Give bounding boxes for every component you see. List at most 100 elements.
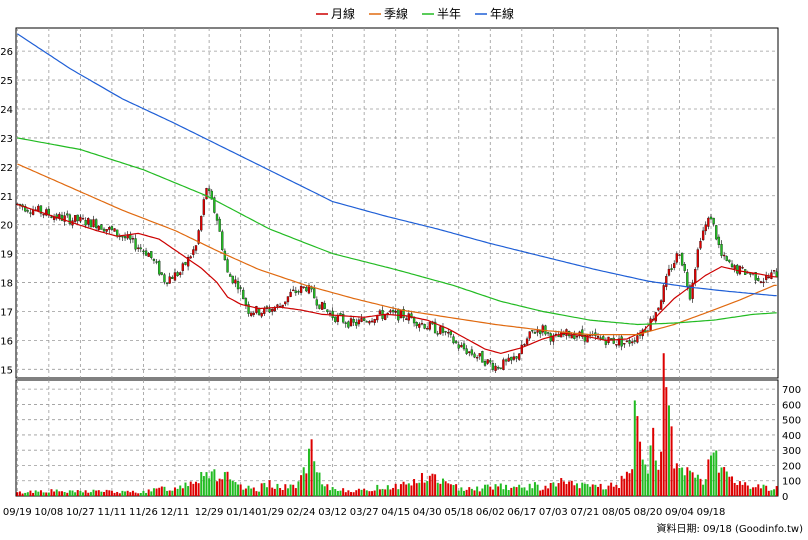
candle-body	[433, 321, 437, 334]
candle-body	[108, 227, 111, 230]
candle-body	[612, 337, 615, 344]
volume-bar	[315, 472, 318, 496]
volume-bar	[526, 490, 529, 496]
candle-body	[42, 213, 45, 216]
candle	[226, 257, 229, 273]
candle-body	[339, 313, 342, 316]
candle-body	[662, 285, 665, 303]
candle	[581, 325, 584, 340]
candle	[733, 264, 736, 273]
volume-bar	[265, 487, 268, 496]
volume-bar	[105, 489, 108, 496]
candle-body	[728, 259, 731, 263]
candle	[292, 285, 295, 292]
candle-body	[470, 349, 474, 355]
candle-body	[462, 343, 466, 350]
candle-body	[539, 330, 542, 335]
candle-body	[284, 301, 287, 305]
candle-body	[628, 340, 631, 344]
volume-bar	[221, 479, 224, 496]
volume-bar	[575, 483, 578, 496]
candle-body	[384, 314, 387, 320]
volume-bar	[738, 481, 741, 496]
candle-body	[733, 265, 736, 270]
candle-body	[171, 276, 174, 279]
candle-body	[247, 304, 250, 314]
volume-bar	[623, 478, 626, 496]
candle-body	[667, 268, 671, 276]
candle-body	[66, 213, 69, 216]
candle-body	[271, 309, 274, 312]
candle-body	[536, 330, 539, 333]
candle-body	[318, 304, 321, 309]
candle-body	[313, 288, 316, 299]
candle-body	[428, 322, 431, 330]
candle-body	[121, 235, 124, 238]
volume-bar	[310, 439, 313, 496]
candle	[628, 336, 631, 347]
candle-body	[252, 312, 255, 315]
volume-bar	[602, 489, 605, 496]
candle-body	[436, 333, 439, 335]
candle-body	[504, 359, 508, 362]
candle	[546, 331, 550, 337]
volume-bar	[124, 491, 127, 496]
candle	[518, 352, 521, 362]
volume-bar	[258, 491, 261, 496]
volume-bar	[449, 484, 452, 496]
candle-body	[631, 341, 634, 344]
volume-bar	[113, 492, 116, 496]
x-tick-label: 02/24	[287, 507, 316, 518]
candle-body	[168, 276, 171, 284]
candle	[510, 356, 513, 365]
candle-body	[152, 259, 156, 261]
volume-bar	[604, 489, 607, 496]
candle-body	[158, 260, 161, 275]
candle-body	[142, 250, 145, 253]
candle-body	[242, 289, 245, 300]
volume-bar	[741, 484, 744, 496]
volume-bar	[244, 488, 247, 496]
candle-body	[341, 314, 345, 323]
volume-bar	[192, 483, 195, 496]
volume-bar	[55, 489, 58, 496]
volume-bar	[420, 473, 423, 496]
candle-body	[389, 310, 392, 313]
candle-body	[420, 323, 424, 325]
candle	[389, 309, 392, 315]
volume-bar	[37, 491, 40, 496]
candle	[623, 343, 626, 348]
candle-body	[26, 210, 29, 212]
candle-body	[704, 224, 707, 232]
volume-bar	[386, 485, 389, 496]
candle-body	[286, 296, 290, 303]
volume-bar	[591, 484, 594, 496]
volume-bars	[16, 353, 778, 496]
volume-bar	[168, 490, 171, 496]
candle-body	[131, 238, 135, 240]
volume-bar	[313, 461, 316, 496]
volume-bar	[347, 490, 350, 496]
candle-body	[123, 236, 127, 239]
candle-body	[686, 272, 689, 287]
candle-body	[759, 281, 763, 283]
candle	[507, 353, 510, 362]
candle-body	[360, 318, 363, 322]
candle-body	[625, 340, 629, 342]
volume-bar	[694, 477, 697, 496]
candle-body	[307, 285, 311, 294]
candle-body	[541, 325, 544, 333]
candle	[328, 309, 332, 317]
volume-bar	[39, 490, 42, 496]
candle-body	[250, 312, 253, 316]
volume-bar	[633, 400, 636, 496]
volume-bar	[271, 487, 274, 496]
candle-body	[405, 318, 408, 320]
candle	[297, 289, 300, 295]
candle	[444, 330, 447, 336]
volume-y-axis: 0 100 200 300 400 500 600 700	[782, 385, 801, 503]
volume-bar	[371, 491, 374, 496]
volume-bar	[32, 492, 35, 496]
candle-body	[575, 335, 579, 338]
volume-bar	[405, 484, 408, 496]
